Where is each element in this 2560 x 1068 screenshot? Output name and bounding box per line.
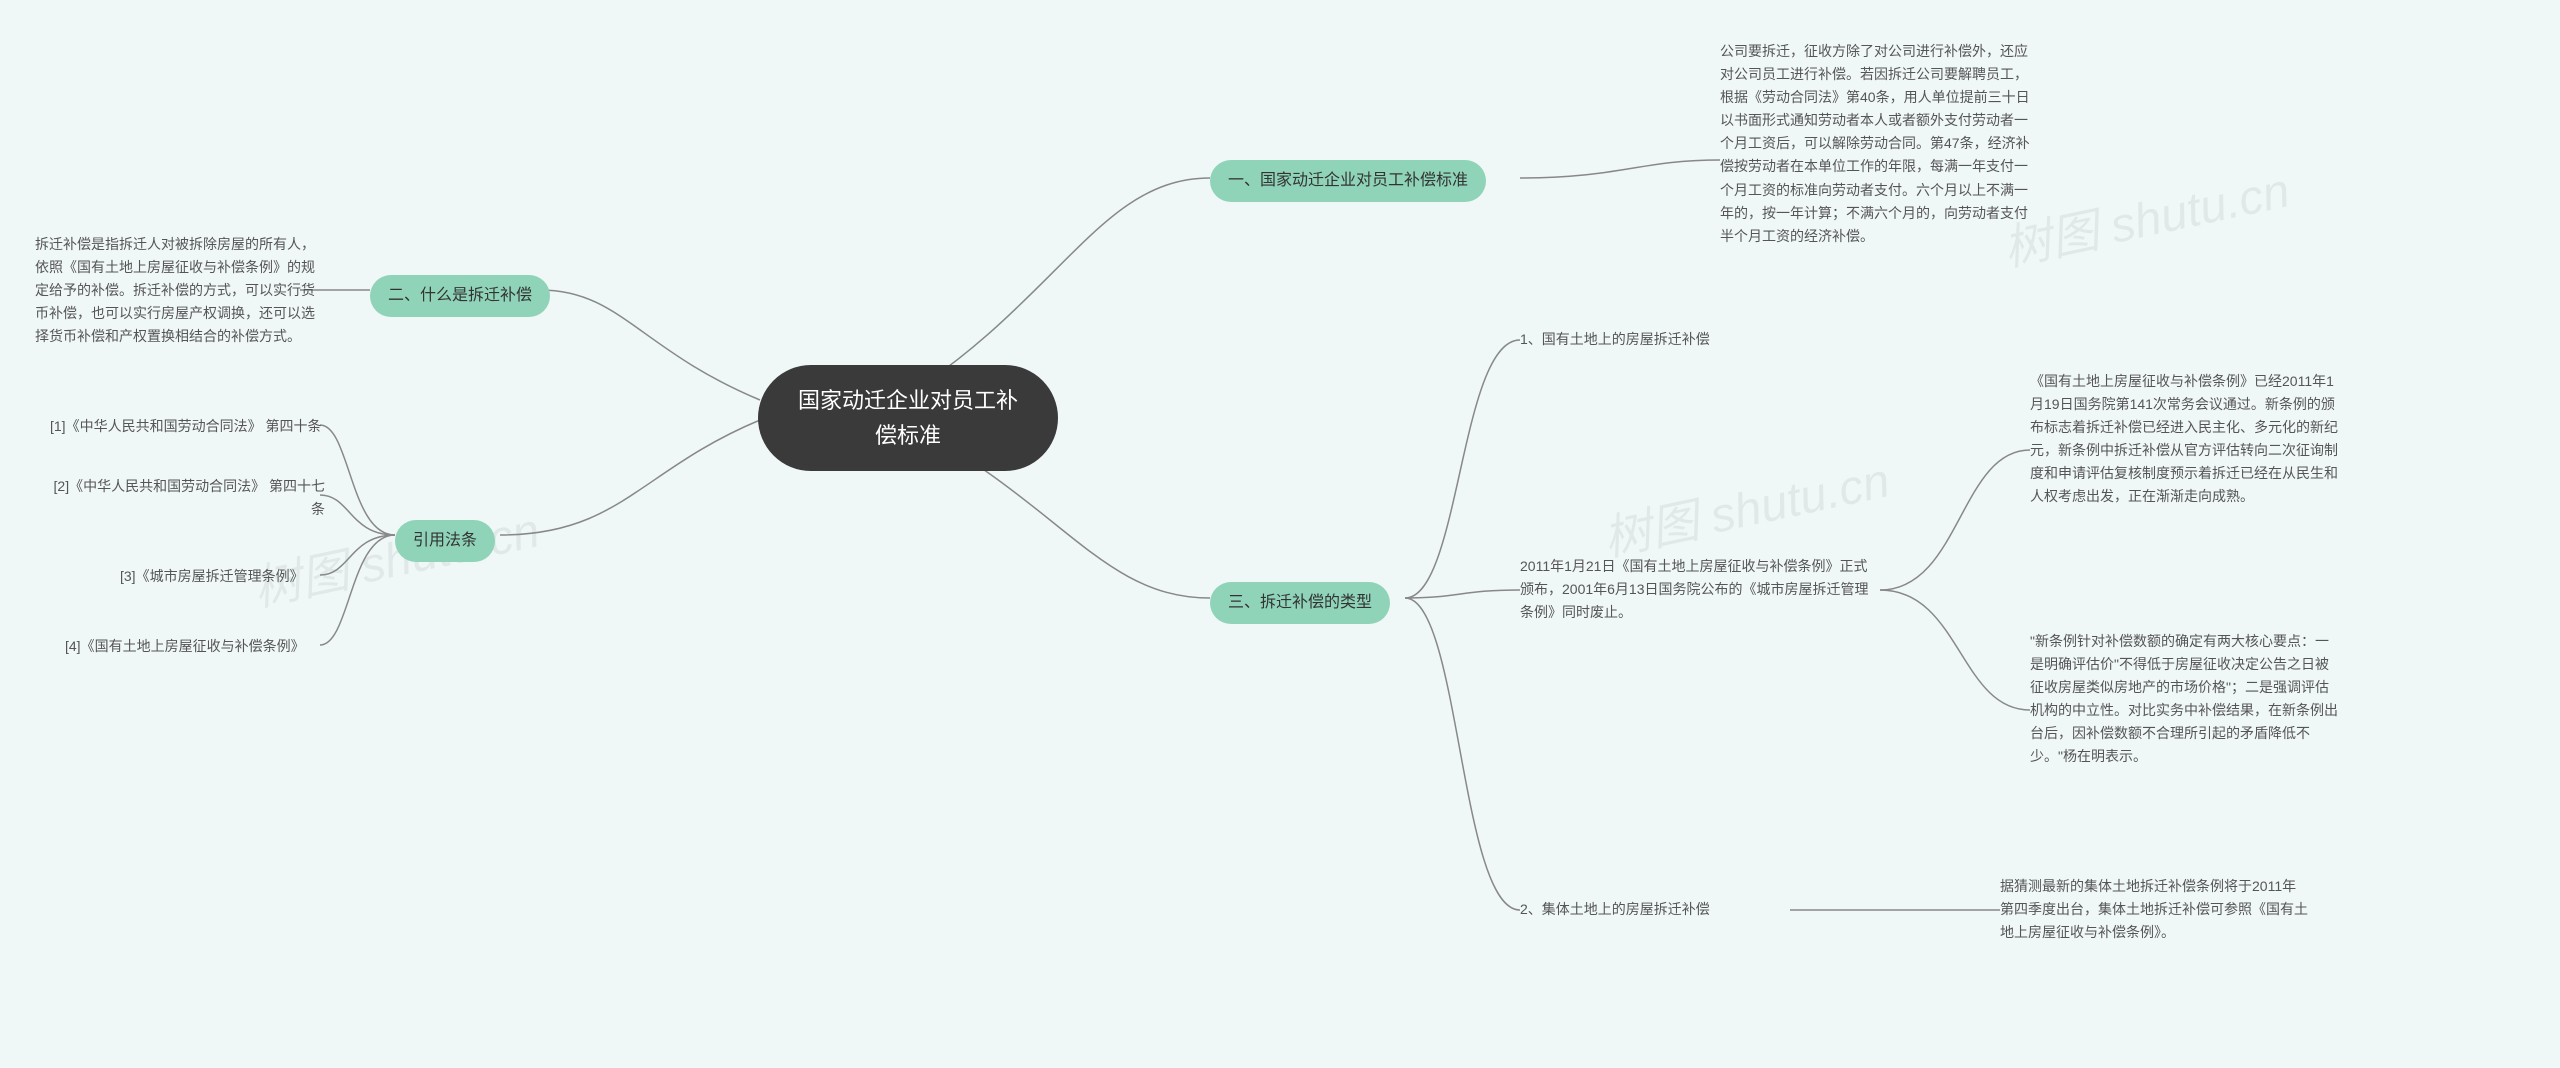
leaf-type-3: 2、集体土地上的房屋拆迁补偿: [1520, 898, 1710, 921]
branch-compensation-types[interactable]: 三、拆迁补偿的类型: [1210, 582, 1390, 624]
center-topic[interactable]: 国家动迁企业对员工补偿标准: [758, 365, 1058, 471]
leaf-b2-text: 拆迁补偿是指拆迁人对被拆除房屋的所有人，依照《国有土地上房屋征收与补偿条例》的规…: [35, 233, 315, 348]
leaf-type-2: 2011年1月21日《国有土地上房屋征收与补偿条例》正式颁布，2001年6月13…: [1520, 555, 1870, 624]
watermark: 树图 shutu.cn: [1996, 151, 2295, 280]
leaf-type-2a: 《国有土地上房屋征收与补偿条例》已经2011年1月19日国务院第141次常务会议…: [2030, 370, 2340, 509]
branch-citations[interactable]: 引用法条: [395, 520, 495, 562]
leaf-type-2b: "新条例针对补偿数额的确定有两大核心要点：一是明确评估价"不得低于房屋征收决定公…: [2030, 630, 2340, 769]
leaf-cite-2: [2]《中华人民共和国劳动合同法》 第四十七条: [45, 475, 325, 521]
branch-compensation-standard[interactable]: 一、国家动迁企业对员工补偿标准: [1210, 160, 1486, 202]
leaf-type-1: 1、国有土地上的房屋拆迁补偿: [1520, 328, 1710, 351]
leaf-b1-text: 公司要拆迁，征收方除了对公司进行补偿外，还应对公司员工进行补偿。若因拆迁公司要解…: [1720, 40, 2030, 248]
leaf-cite-4: [4]《国有土地上房屋征收与补偿条例》: [65, 635, 305, 658]
leaf-cite-1: [1]《中华人民共和国劳动合同法》 第四十条: [50, 415, 321, 438]
branch-what-is[interactable]: 二、什么是拆迁补偿: [370, 275, 550, 317]
watermark: 树图 shutu.cn: [1596, 441, 1895, 570]
leaf-cite-3: [3]《城市房屋拆迁管理条例》: [120, 565, 304, 588]
leaf-type-3a: 据猜测最新的集体土地拆迁补偿条例将于2011年第四季度出台，集体土地拆迁补偿可参…: [2000, 875, 2310, 944]
